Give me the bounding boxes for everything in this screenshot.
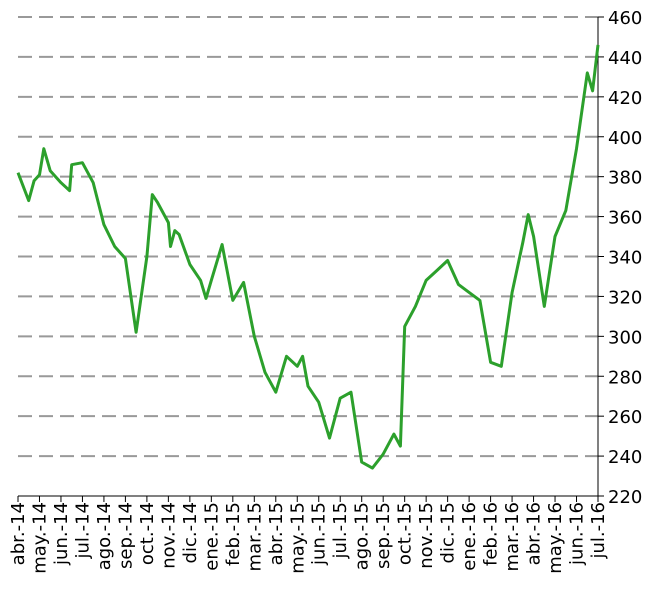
y-tick-label: 280 [608, 367, 642, 388]
x-tick-label: feb.-16 [481, 502, 502, 566]
x-tick-label: jul.-14 [72, 502, 93, 560]
x-tick-label: jun.-14 [51, 502, 72, 566]
x-tick-label: may.-15 [287, 502, 308, 574]
y-tick-label: 240 [608, 447, 642, 468]
y-tick-label: 360 [608, 208, 642, 229]
y-tick-label: 340 [608, 248, 642, 269]
y-tick-label: 400 [608, 128, 642, 149]
x-tick-label: ago.-14 [94, 502, 115, 570]
x-tick-label: sep.-15 [373, 502, 394, 569]
y-tick-label: 320 [608, 287, 642, 308]
y-tick-label: 300 [608, 327, 642, 348]
x-tick-label: mar.-16 [502, 502, 523, 571]
data-line [16, 44, 600, 470]
x-tick-label: dic.-14 [180, 502, 201, 563]
y-tick-label: 440 [608, 48, 642, 69]
x-tick-label: mar.-15 [244, 502, 265, 571]
x-tick-label: nov.-14 [158, 502, 179, 569]
x-tick-label: ago.-15 [352, 502, 373, 570]
x-tick-label: may.-14 [29, 502, 50, 574]
x-tick-label: ene.-16 [459, 502, 480, 571]
y-tick-label: 380 [608, 168, 642, 189]
x-tick-label: jul.-16 [588, 502, 609, 560]
x-tick-label: abr.-15 [266, 502, 287, 565]
x-tick-label: sep.-14 [115, 502, 136, 569]
x-tick-label: may.-16 [545, 502, 566, 574]
x-tick-label: jul.-15 [330, 502, 351, 560]
x-tick-label: jun.-15 [309, 502, 330, 566]
y-tick-label: 420 [608, 88, 642, 109]
y-tick-label: 260 [608, 407, 642, 428]
x-tick-label: abr.-14 [8, 502, 29, 565]
x-tick-label: oct.-14 [137, 502, 158, 565]
x-tick-label: oct.-15 [395, 502, 416, 565]
x-tick-label: nov.-15 [416, 502, 437, 569]
x-tick-label: jun.-16 [567, 502, 588, 566]
y-tick-label: 460 [608, 8, 642, 29]
y-tick-label: 220 [608, 487, 642, 508]
x-tick-label: abr.-16 [524, 502, 545, 565]
x-tick-label: dic.-15 [438, 502, 459, 563]
x-tick-label: ene.-15 [201, 502, 222, 571]
x-tick-label: feb.-15 [223, 502, 244, 566]
